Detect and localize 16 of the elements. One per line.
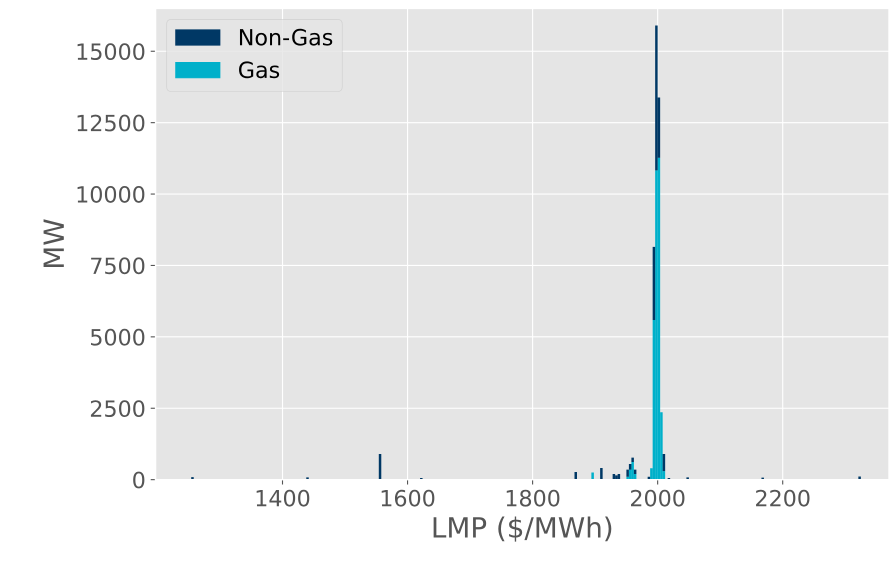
y-tick-label: 2500 xyxy=(90,400,144,418)
legend-label: Gas xyxy=(239,61,280,78)
x-tick-label: 1800 xyxy=(506,490,560,507)
y-tick-label: 7500 xyxy=(91,257,144,274)
x-tick-label: 2000 xyxy=(631,490,684,507)
y-tick-label: 12500 xyxy=(78,114,144,132)
y-axis-title: MW xyxy=(44,219,64,268)
y-tick-label: 15000 xyxy=(78,43,144,60)
legend-label: Non-Gas xyxy=(240,28,332,46)
x-axis-title: LMP ($/MWh) xyxy=(434,516,612,542)
y-tick-label: 10000 xyxy=(78,186,144,203)
y-tick-label: 0 xyxy=(133,472,144,488)
x-tick-label: 1400 xyxy=(256,490,310,507)
x-tick-label: 2200 xyxy=(756,490,810,507)
y-tick-label: 5000 xyxy=(91,328,144,346)
x-tick-label: 1600 xyxy=(382,490,434,507)
